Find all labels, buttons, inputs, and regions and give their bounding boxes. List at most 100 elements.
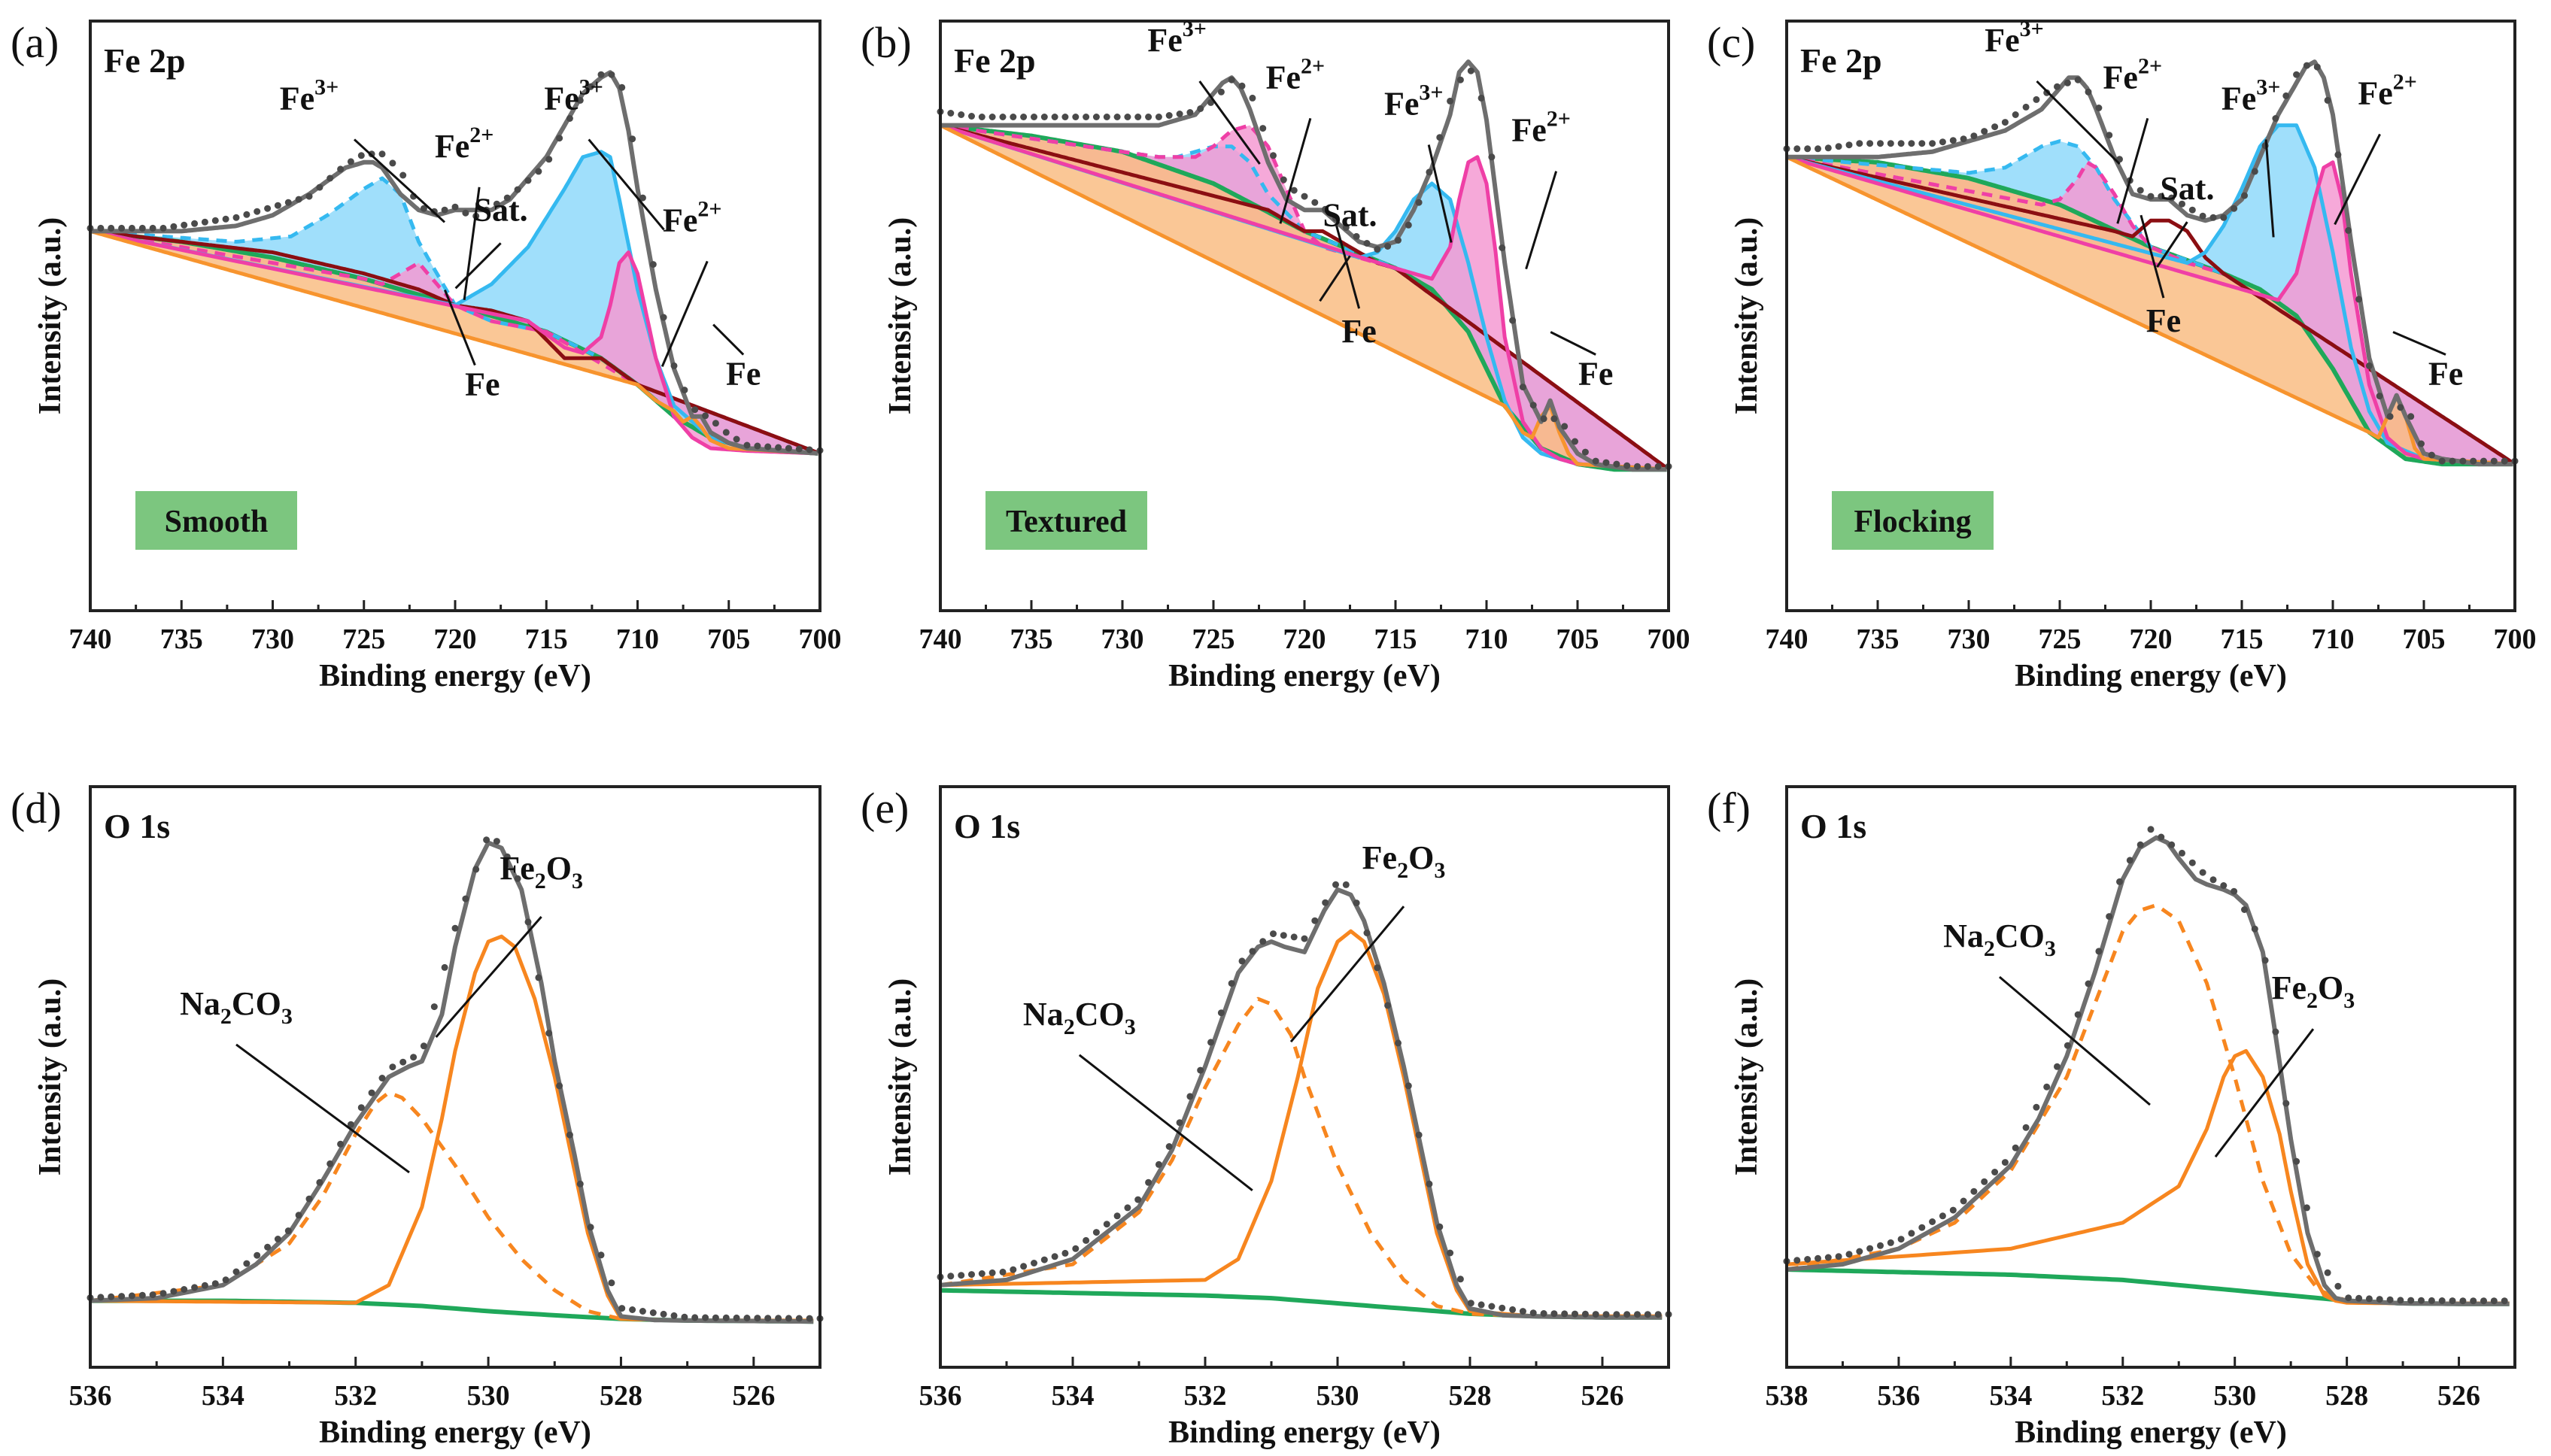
raw-data-point <box>1301 935 1308 942</box>
raw-data-point <box>316 1178 323 1186</box>
raw-data-point <box>1550 1310 1558 1318</box>
raw-data-point <box>2064 79 2071 86</box>
raw-data-point <box>1092 114 1100 120</box>
raw-data-point <box>347 158 354 165</box>
raw-data-point <box>2397 404 2404 411</box>
raw-data-point <box>597 1251 605 1259</box>
raw-data-point <box>806 1315 813 1322</box>
raw-data-point <box>232 1268 240 1276</box>
line-fit_Na2CO3 <box>90 1090 814 1323</box>
raw-data-point <box>1970 1188 1978 1195</box>
raw-data-point <box>2158 193 2165 200</box>
raw-data-point <box>232 214 240 221</box>
raw-data-point <box>566 115 573 122</box>
raw-data-point <box>1918 140 1926 147</box>
raw-data-point <box>1249 94 1256 102</box>
raw-data-point <box>524 918 532 926</box>
raw-data-point <box>2459 1297 2467 1305</box>
raw-data-point <box>1384 1002 1392 1009</box>
raw-data-point <box>754 442 761 450</box>
raw-data-point <box>1145 1178 1153 1186</box>
raw-data-point <box>1270 152 1277 159</box>
raw-data-point <box>1145 114 1153 120</box>
x-tick-label: 740 <box>1766 623 1808 655</box>
raw-data-point <box>649 1309 657 1316</box>
raw-data-point <box>1207 99 1214 106</box>
x-tick-label: 526 <box>1581 1380 1624 1412</box>
raw-data-point <box>1644 1311 1651 1318</box>
panel-a: 740 735 730 725 720 715 710 705 700 Binding energ… <box>11 18 842 693</box>
raw-data-point <box>1061 114 1069 120</box>
fill-fit_fe2_2p3_2 <box>940 125 1667 470</box>
peak-annotation: Fe2O3 <box>1362 839 1446 883</box>
raw-data-point <box>1804 1256 1812 1263</box>
peak-annotation: Sat. <box>1323 196 1377 233</box>
raw-data-point <box>1824 144 1832 152</box>
raw-data-point <box>2365 1295 2373 1303</box>
raw-data-point <box>191 220 199 227</box>
raw-data-point <box>2209 214 2217 221</box>
raw-data-point <box>170 223 178 230</box>
annotation-leader-line <box>712 323 745 356</box>
peak-annotation: Na2CO3 <box>1943 918 2056 961</box>
raw-data-point <box>712 420 719 427</box>
panel-label: (d) <box>11 784 62 833</box>
raw-data-point <box>1529 1309 1537 1317</box>
raw-data-point <box>2179 849 2185 857</box>
raw-data-point <box>420 1042 427 1050</box>
raw-data-point <box>1477 94 1485 102</box>
raw-data-point <box>806 446 813 453</box>
raw-data-point <box>1238 957 1246 965</box>
raw-data-point <box>1010 114 1017 120</box>
raw-data-point <box>1572 438 1578 445</box>
x-tick-label: 534 <box>1989 1380 2032 1412</box>
raw-data-point <box>764 443 772 450</box>
raw-data-point <box>295 1212 302 1219</box>
raw-data-point <box>2303 1204 2310 1212</box>
raw-data-point <box>1456 1276 1464 1283</box>
raw-data-point <box>1467 67 1474 74</box>
raw-data-point <box>1572 1310 1578 1318</box>
raw-data-point <box>181 1286 188 1293</box>
raw-data-point <box>2397 1297 2404 1304</box>
raw-data-point <box>493 200 500 208</box>
annotation-leader-line <box>1289 905 1405 1043</box>
raw-data-point <box>1415 1131 1423 1139</box>
raw-data-point <box>1332 881 1339 888</box>
panel-e: 536 534 532 530 528 526 Binding energy (eV) Int… <box>861 784 1672 1450</box>
raw-data-point <box>2272 1028 2279 1036</box>
x-tick-label: 530 <box>2213 1380 2256 1412</box>
raw-data-point <box>1991 123 1999 131</box>
raw-data-point <box>649 261 657 268</box>
raw-data-point <box>1031 114 1037 120</box>
raw-data-point <box>295 196 302 203</box>
raw-data-point <box>128 1292 135 1300</box>
x-tick-label: 528 <box>2325 1380 2368 1412</box>
raw-data-point <box>159 1290 167 1297</box>
raw-data-point <box>1374 246 1381 253</box>
peak-annotation: Fe <box>2428 356 2463 393</box>
raw-data-point <box>1072 114 1080 120</box>
raw-data-point <box>1815 145 1821 153</box>
panel-title: O 1s <box>1800 807 1866 845</box>
sample-badge-label: Flocking <box>1854 505 1971 539</box>
raw-data-point <box>222 1276 229 1284</box>
x-axis-label: Binding energy (eV) <box>319 659 591 693</box>
x-tick-label: 735 <box>1010 623 1053 655</box>
raw-data-point <box>138 224 146 232</box>
raw-data-point <box>2001 1159 2009 1166</box>
raw-data-point <box>1186 109 1194 116</box>
raw-data-point <box>587 1224 594 1231</box>
raw-data-point <box>1092 1229 1100 1236</box>
line-fit_fe2_2p3_2 <box>90 229 818 456</box>
raw-data-point <box>2355 1294 2363 1302</box>
raw-data-point <box>691 406 699 414</box>
panel-c: 740 735 730 725 720 715 710 705 700 Binding energ… <box>1707 17 2537 693</box>
raw-data-point <box>1991 1169 1999 1175</box>
raw-data-point <box>743 441 751 449</box>
raw-data-point <box>1395 237 1402 244</box>
panel-label: (c) <box>1707 18 1755 67</box>
raw-data-point <box>514 186 521 193</box>
raw-data-point <box>472 866 480 873</box>
raw-data-point <box>514 875 521 882</box>
